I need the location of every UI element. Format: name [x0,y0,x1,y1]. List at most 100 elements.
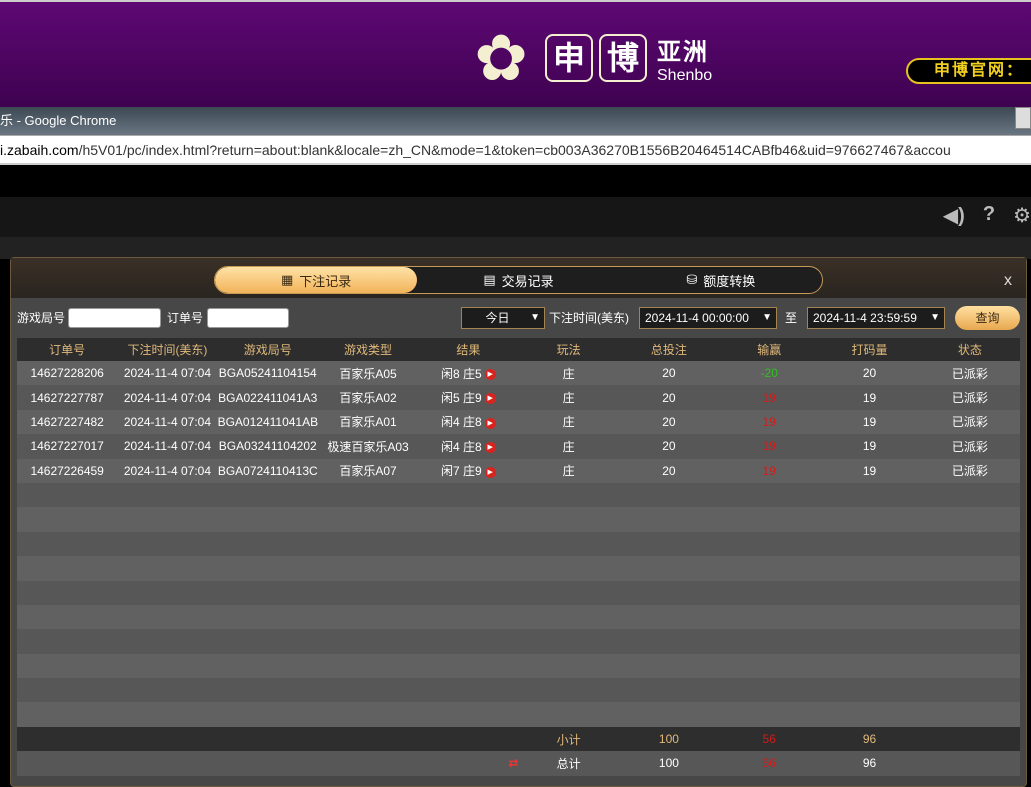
play-value: 庄 [562,439,575,454]
calendar-icon: ▦ [281,272,294,287]
official-site-badge[interactable]: 申博官网： [906,58,1031,84]
game-value: 百家乐A05 [339,366,397,381]
cell-status: 已派彩 [919,361,1020,386]
start-time-select[interactable]: 2024-11-4 00:00:00 ▼ [639,307,777,329]
game-value: 百家乐A07 [339,464,397,479]
cell-play [518,604,619,630]
turnover-value: 20 [862,366,877,381]
column-header: 结果 [418,338,519,361]
order-input[interactable] [207,308,289,328]
chevron-down-icon: ▼ [930,312,940,323]
summary-cell [919,726,1020,752]
end-time-select[interactable]: 2024-11-4 23:59:59 ▼ [807,307,945,329]
column-header: 打码量 [819,338,920,361]
cell-time [117,604,218,630]
subtotal-row: 小计 100 56 96 [17,726,1020,752]
cell-status [919,629,1020,654]
cell-bet: 20 [618,385,720,410]
column-header: 下注时间(美东) [117,338,218,361]
cell-time [117,482,218,508]
sound-icon[interactable]: ◀) [942,205,965,227]
help-icon[interactable]: ? [982,203,996,225]
cell-turnover: 19 [819,458,920,483]
cell-round [217,482,318,508]
play-video-icon[interactable]: ▶ [484,466,496,478]
close-button[interactable]: x [1004,272,1012,289]
tab-label: 下注记录 [299,273,352,289]
turnover-value: 19 [862,390,877,405]
cell-bet [618,653,720,679]
cell-game [317,482,419,508]
cell-time [117,556,218,581]
cell-win: 19 [719,434,820,459]
empty-row [17,678,1020,703]
cell-play: 庄 [518,434,619,459]
column-header: 玩法 [518,338,619,361]
cell-bet [618,580,720,605]
address-bar[interactable]: i.zabaih.com/h5V01/pc/index.html?return=… [0,135,1031,165]
cell-bet [618,507,720,532]
win-value: -20 [760,366,778,381]
result-value: 闲4 庄8 [440,415,482,430]
empty-row [17,604,1020,630]
round-value: BGA03241104202 [218,439,317,454]
play-video-icon[interactable]: ▶ [484,442,496,454]
cell-round [217,604,318,630]
summary-cell: 56 [719,726,820,752]
cell-result [418,482,519,508]
tab-bet-records[interactable]: ▦ 下注记录 [215,267,418,293]
query-button[interactable]: 查询 [955,306,1020,330]
cell-result [418,653,519,679]
cell-time [117,629,218,654]
cell-play: 庄 [518,409,619,435]
column-header: 输赢 [719,338,820,361]
play-video-icon[interactable]: ▶ [484,393,496,405]
cell-order [17,629,118,654]
round-value: BGA05241104154 [218,366,317,381]
cell-win [719,556,820,581]
order-value: 14627227482 [30,414,104,429]
summary-cell [17,751,118,776]
play-video-icon[interactable]: ▶ [484,417,496,429]
minimize-button[interactable] [1015,107,1031,129]
bet-value: 20 [662,414,676,429]
cell-turnover: 19 [819,409,920,435]
game-round-input[interactable] [68,308,161,328]
play-video-icon[interactable]: ▶ [484,369,496,381]
cell-result [418,531,519,557]
cell-bet [618,604,720,630]
cell-bet [618,702,720,727]
cell-play: 庄 [518,361,619,386]
bet-value: 20 [662,439,676,454]
cell-order [17,604,118,630]
cell-result [418,629,519,654]
cell-bet: 20 [618,409,720,435]
cell-win [719,629,820,654]
cell-status [919,482,1020,508]
cell-round [217,531,318,557]
summary-cell: 56 [719,751,820,776]
period-select[interactable]: 今日 ▼ [461,307,545,329]
tab-credit-transfer[interactable]: ⛁ 额度转换 [620,267,822,293]
cell-result [418,702,519,727]
empty-row [17,653,1020,679]
cell-turnover [819,604,920,630]
to-label: 至 [785,311,798,325]
cell-game [317,629,419,654]
cell-time [117,653,218,679]
cell-result: 闲4 庄8 ▶ [418,409,519,435]
gear-icon[interactable]: ⚙ [1013,205,1031,227]
empty-row [17,580,1020,605]
cell-result [418,678,519,703]
play-value: 庄 [562,391,575,406]
tab-transaction-records[interactable]: ▤ 交易记录 [417,267,619,293]
status-value: 已派彩 [951,464,988,479]
cell-play [518,556,619,581]
empty-row [17,482,1020,508]
cell-bet [618,678,720,703]
refresh-icon[interactable]: ⇄ [508,756,519,771]
cell-round: BGA03241104202 [217,434,318,459]
cell-bet [618,556,720,581]
cell-time: 2024-11-4 07:04 [117,409,218,435]
cell-game [317,653,419,679]
